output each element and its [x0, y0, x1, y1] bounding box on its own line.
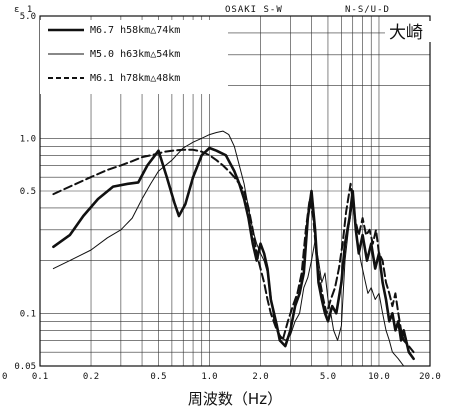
x-tick-label: 0.2: [83, 372, 99, 382]
y-tick-labels: 5.0 1.0 0.5 0.1 0.05: [14, 12, 36, 372]
data-series: [52, 130, 415, 367]
series-line-s2: [52, 130, 405, 367]
y-tick-label: 1.0: [20, 134, 36, 144]
x-tick-labels: 0.1 0.2 0.5 1.0 2.0 5.0 10.0 20.0: [32, 372, 441, 382]
header-right: N-S/U-D: [345, 5, 390, 15]
legend-label-s3: M6.1 h78km△48km: [90, 73, 180, 84]
plot-frame: [39, 15, 431, 367]
x-tick-label: 5.0: [320, 372, 336, 382]
x-axis-label: 周波数（Hz）: [188, 390, 282, 408]
legend: M6.7 h58km△74km M5.0 h63km△54km M6.1 h78km…: [40, 20, 228, 94]
x-tick-label: 10.0: [368, 372, 390, 382]
site-label-bg: [385, 21, 435, 42]
site-label: 大崎: [389, 23, 423, 43]
header-left: ε 1: [14, 5, 33, 15]
x-tick-label: 20.0: [419, 372, 441, 382]
x-tick-label: 1.0: [201, 372, 217, 382]
legend-bg: [40, 20, 228, 94]
legend-label-s1: M6.7 h58km△74km: [90, 25, 180, 36]
series-line-s3: [52, 148, 415, 354]
y-tick-label: 0.5: [20, 187, 36, 197]
series-line-s1: [52, 146, 415, 361]
header-code: OSAKI S-W: [225, 5, 283, 15]
x-tick-label: 2.0: [252, 372, 268, 382]
y-tick-label: 0.1: [20, 309, 36, 319]
y-tick-label: 5.0: [20, 12, 36, 22]
y-tick-label: 0.05: [14, 362, 36, 372]
x-tick-label: 0.5: [150, 372, 166, 382]
x-corner-label: 0: [2, 372, 7, 382]
x-tick-label: 0.1: [32, 372, 48, 382]
legend-label-s2: M5.0 h63km△54km: [90, 49, 180, 60]
